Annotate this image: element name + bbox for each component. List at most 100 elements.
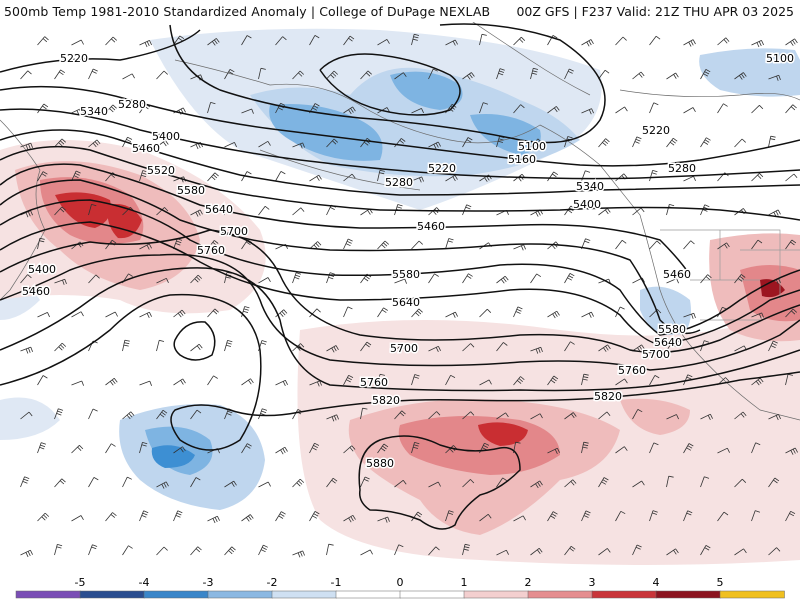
contour-label: 5640	[654, 336, 682, 349]
wind-barb	[632, 480, 645, 488]
wind-barb	[156, 277, 169, 284]
wind-barb	[462, 411, 475, 420]
wind-barb	[598, 548, 611, 556]
state-borders	[660, 229, 800, 321]
wind-barb	[275, 446, 288, 455]
wind-barb	[751, 312, 764, 319]
wind-barb	[156, 481, 169, 489]
wind-barb	[615, 36, 627, 46]
wind-barb	[309, 103, 320, 114]
wind-barb	[207, 375, 218, 386]
wind-barb	[258, 277, 271, 284]
wind-barb	[462, 204, 472, 216]
wind-barb	[411, 308, 423, 318]
wind-barb	[309, 174, 322, 182]
wind-barb	[785, 173, 798, 182]
wind-barb	[139, 170, 148, 182]
wind-barbs	[20, 33, 798, 558]
wind-barb	[564, 341, 575, 352]
colorbar-segments	[15, 590, 785, 599]
wind-barb	[428, 68, 438, 80]
wind-barb	[105, 443, 116, 454]
contour-label: 5400	[28, 263, 56, 276]
wind-barb	[428, 481, 441, 488]
contour-label: 5580	[392, 268, 420, 281]
wind-barb	[513, 306, 523, 318]
wind-barb	[309, 35, 320, 46]
contour-label: 5700	[220, 225, 248, 238]
colorbar-segment	[271, 590, 337, 599]
wind-barb	[292, 550, 305, 558]
wind-barb	[122, 339, 130, 352]
wind-barb	[700, 69, 711, 80]
wind-barb	[275, 379, 288, 386]
wind-barb	[190, 343, 203, 352]
wind-barb	[751, 105, 764, 114]
wind-barb	[54, 278, 67, 285]
wind-barb	[173, 510, 183, 522]
wind-barb	[326, 138, 338, 148]
wind-barb	[156, 409, 168, 420]
wind-barb	[190, 477, 201, 488]
wind-barb	[700, 545, 711, 556]
wind-barb	[768, 135, 776, 148]
height-contour	[173, 321, 216, 361]
wind-barb	[377, 443, 389, 454]
wind-barb	[326, 345, 339, 353]
wind-barb	[411, 442, 420, 454]
colorbar-tick-label: -3	[202, 576, 214, 589]
wind-barb	[275, 171, 286, 182]
wind-barb	[581, 311, 594, 318]
wind-barb	[479, 513, 492, 522]
wind-barb	[700, 413, 713, 420]
wind-barb	[156, 207, 169, 216]
wind-barb	[564, 479, 577, 488]
wind-barb	[275, 102, 286, 114]
contour-label: 5280	[385, 176, 413, 189]
wind-barb	[479, 442, 490, 454]
coastline	[174, 59, 800, 421]
wind-barb	[292, 142, 305, 149]
wind-barb	[377, 373, 385, 386]
wind-barb	[717, 103, 728, 114]
contour-label: 5340	[80, 105, 108, 118]
wind-barb	[615, 306, 625, 318]
wind-barb	[37, 36, 49, 46]
height-contour	[0, 267, 800, 392]
wind-barb	[632, 409, 643, 420]
wind-barb	[20, 476, 30, 488]
wind-barb	[632, 277, 645, 284]
negative-anomaly-area	[0, 397, 60, 440]
wind-barb	[190, 209, 203, 217]
wind-barb	[173, 309, 186, 318]
wind-barb	[496, 412, 509, 420]
wind-barb	[377, 516, 390, 523]
wind-barb	[717, 511, 729, 522]
wind-barb	[139, 40, 152, 48]
wind-barb	[326, 543, 334, 556]
wind-barb	[122, 73, 135, 80]
wind-barb	[394, 138, 406, 148]
contour-label: 5220	[60, 52, 88, 65]
wind-barb	[88, 68, 98, 80]
wind-barb	[666, 137, 678, 148]
wind-barb	[71, 170, 81, 182]
wind-barb	[71, 445, 84, 454]
wind-barb	[71, 515, 84, 522]
wind-barb	[122, 545, 133, 556]
wind-barb	[258, 205, 270, 216]
wind-barb	[88, 544, 98, 556]
positive-anomaly-area	[620, 398, 690, 435]
wind-barb	[394, 479, 407, 488]
contour-label: 5880	[366, 457, 394, 470]
wind-barb	[122, 411, 135, 420]
wind-barb	[785, 373, 793, 386]
wind-barb	[156, 140, 169, 148]
colorbar-tick-label: 5	[716, 576, 724, 589]
colorbar-segment	[143, 590, 209, 599]
wind-barb	[139, 243, 152, 250]
height-contour	[0, 145, 800, 221]
wind-barb	[343, 106, 356, 115]
wind-barb	[581, 373, 589, 386]
colorbar-segment	[463, 590, 529, 599]
